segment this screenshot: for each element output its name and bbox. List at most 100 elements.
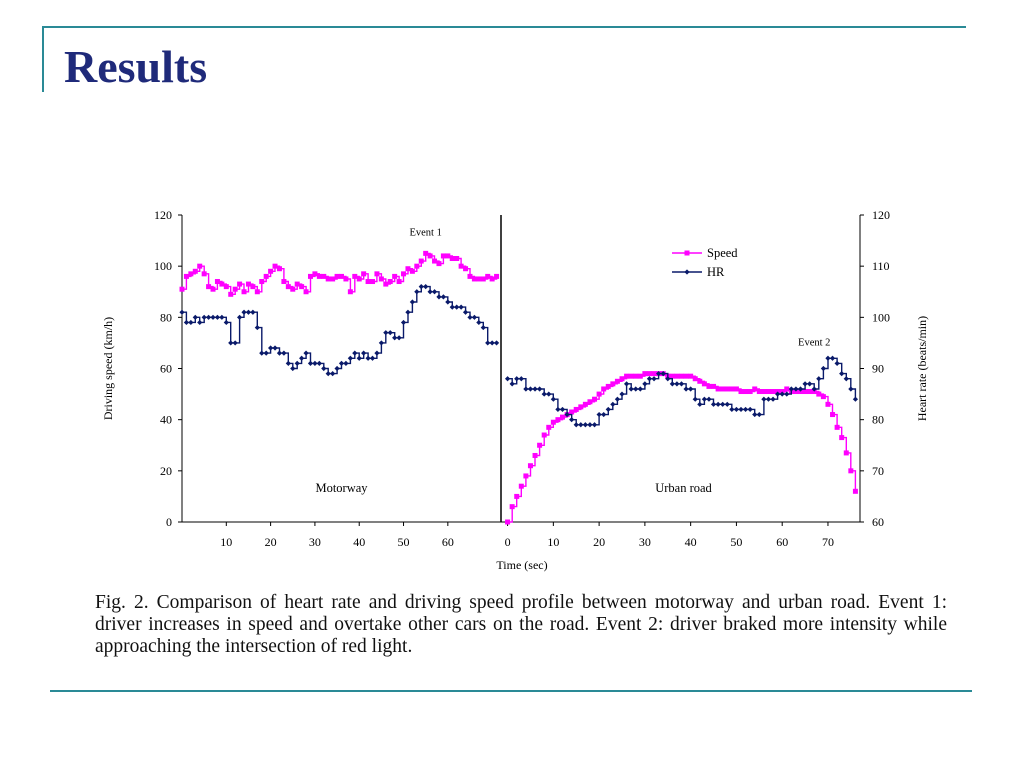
hr-point: [601, 411, 607, 418]
hr-point: [414, 289, 420, 295]
hr-point: [807, 381, 813, 387]
hr-point: [423, 284, 429, 290]
hr-point: [228, 340, 234, 346]
hr-point: [523, 386, 529, 392]
hr-point: [338, 360, 345, 366]
y-left-tick-label: 60: [160, 362, 172, 376]
speed-point: [339, 273, 344, 279]
speed-point: [432, 258, 438, 264]
speed-point: [237, 281, 243, 287]
speed-point: [268, 268, 274, 274]
legend-marker-hr: [684, 269, 690, 275]
y-right-axis-label: Heart rate (beats/min): [915, 316, 929, 421]
hr-point: [454, 304, 460, 310]
speed-point: [183, 273, 189, 279]
speed-point: [197, 263, 203, 269]
speed-point: [467, 273, 473, 279]
hr-point: [633, 386, 639, 392]
hr-point: [374, 350, 380, 356]
hr-point: [210, 314, 216, 320]
speed-point: [206, 284, 212, 290]
hr-point: [610, 401, 616, 407]
speed-point: [733, 386, 739, 392]
hr-point: [449, 304, 455, 310]
speed-point: [290, 286, 296, 292]
speed-point: [848, 468, 854, 474]
hr-point: [361, 350, 367, 356]
hr-point: [467, 314, 473, 320]
hr-point: [436, 294, 442, 300]
speed-point: [596, 391, 602, 397]
hr-point: [596, 411, 602, 418]
hr-point: [197, 319, 203, 326]
hr-point: [710, 401, 717, 407]
speed-point: [192, 268, 198, 274]
speed-point: [587, 399, 593, 405]
speed-point: [250, 284, 256, 290]
speed-point: [259, 279, 265, 285]
speed-point: [378, 276, 384, 282]
x-tick-label: 10: [220, 535, 232, 549]
speed-point: [752, 386, 758, 392]
speed-point: [405, 266, 411, 272]
hr-point: [546, 391, 552, 397]
speed-point: [839, 435, 845, 441]
x-tick-label: 50: [730, 535, 742, 549]
speed-point: [214, 279, 220, 285]
hr-point: [587, 422, 593, 428]
x-tick-label: 40: [685, 535, 697, 549]
speed-point: [807, 389, 813, 395]
hr-point: [665, 376, 671, 382]
y-right-tick-label: 90: [872, 362, 884, 376]
speed-point: [605, 383, 611, 389]
hr-point: [299, 355, 305, 361]
speed-point: [697, 378, 703, 384]
speed-point: [219, 281, 225, 287]
hr-point: [578, 422, 584, 428]
hr-point: [316, 360, 322, 366]
x-tick-label: 70: [822, 535, 834, 549]
hr-point: [188, 319, 194, 326]
speed-point: [761, 389, 767, 395]
title-accent-bar: [42, 26, 44, 92]
speed-point: [361, 271, 367, 277]
speed-point: [628, 373, 634, 379]
event-annotation-2: Event 2: [798, 337, 830, 348]
speed-point: [223, 284, 229, 290]
hr-point: [330, 371, 336, 377]
hr-point: [303, 350, 309, 356]
speed-point: [414, 263, 420, 269]
hr-point: [272, 345, 278, 351]
hr-point: [183, 319, 190, 326]
speed-line-2: [507, 372, 857, 523]
hr-point: [623, 381, 630, 387]
hr-point: [509, 381, 515, 387]
speed-point: [715, 386, 721, 392]
speed-point: [427, 253, 433, 259]
speed-point: [423, 250, 429, 256]
hr-point: [325, 371, 331, 377]
speed-point: [179, 286, 185, 292]
hr-point: [343, 360, 349, 366]
hr-point: [489, 340, 495, 346]
x-tick-label: 20: [265, 535, 277, 549]
speed-point: [720, 386, 726, 392]
speed-line-1: [182, 252, 498, 295]
hr-point: [201, 314, 207, 320]
hr-point: [445, 299, 451, 305]
y-right-tick-label: 110: [872, 259, 890, 273]
hr-line-1: [182, 285, 497, 375]
hr-point: [471, 314, 478, 320]
hr-point: [756, 411, 762, 418]
hr-point: [192, 314, 198, 320]
speed-point: [637, 373, 643, 379]
speed-point: [747, 389, 753, 395]
hr-point: [697, 401, 703, 407]
hr-point: [294, 360, 300, 366]
hr-point: [321, 365, 327, 372]
hr-point: [692, 396, 698, 402]
speed-point: [334, 273, 340, 279]
hr-point: [392, 335, 398, 341]
bottom-accent-line: [50, 690, 972, 692]
hr-point: [440, 294, 447, 300]
